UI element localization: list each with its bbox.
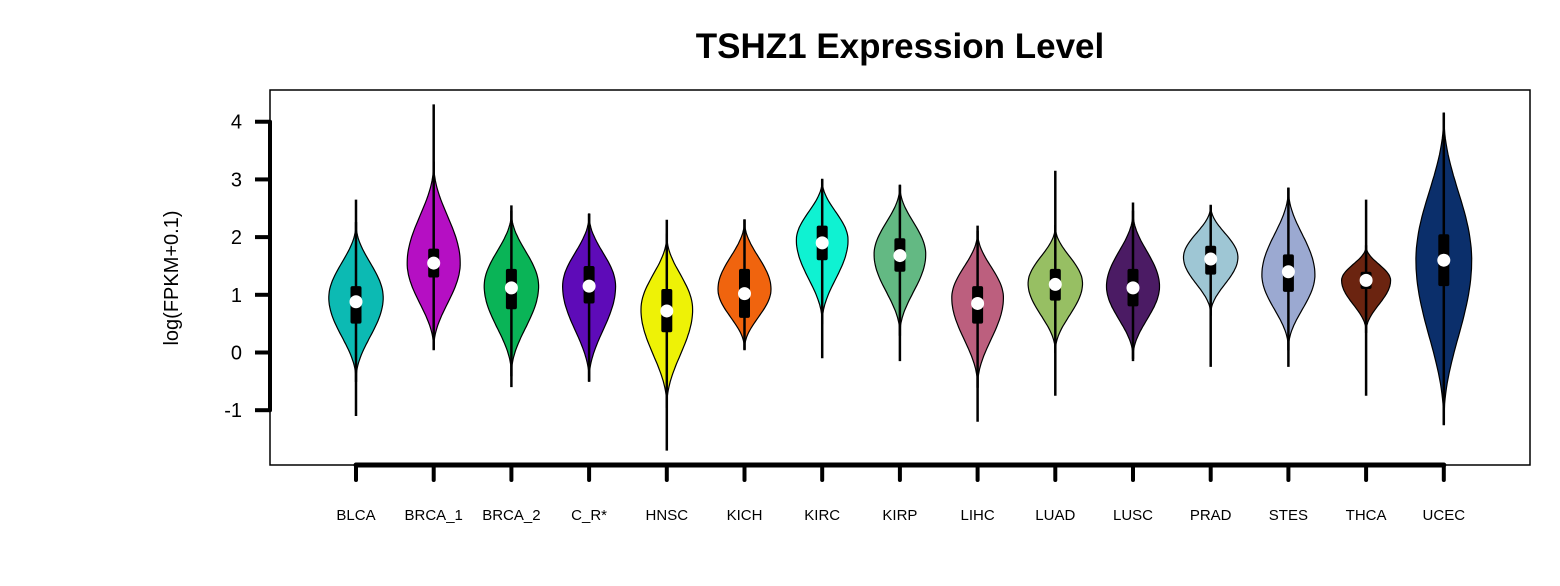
violin-ucec [1415, 112, 1473, 426]
violin-kirc [795, 178, 849, 359]
violin-blca [328, 199, 384, 416]
violin-kich [717, 219, 772, 351]
violin-stes [1261, 187, 1316, 367]
x-tick-label: HNSC [646, 507, 689, 524]
violin-lihc [951, 225, 1004, 422]
violin-lusc [1105, 202, 1161, 362]
x-tick-label: STES [1269, 507, 1308, 524]
violin-luad [1027, 170, 1084, 396]
y-tick-label: 4 [231, 112, 242, 134]
violins-layer [328, 104, 1473, 451]
y-tick-label: 1 [231, 285, 242, 307]
violin-median-point [427, 256, 441, 270]
violin-median-point [1048, 277, 1062, 291]
violin-median-point [738, 287, 751, 301]
y-tick-label: 0 [231, 343, 242, 365]
violin-median-point [1126, 281, 1140, 295]
x-tick-label: LUSC [1113, 507, 1153, 524]
violin-median-point [1437, 253, 1451, 267]
x-tick-label: THCA [1346, 507, 1387, 524]
violin-median-point [1359, 273, 1373, 287]
violin-thca [1340, 199, 1392, 396]
x-tick-label: BRCA_1 [405, 507, 463, 524]
x-tick-label: UCEC [1423, 507, 1466, 524]
x-tick-label: KICH [727, 507, 763, 524]
violin-c-r- [561, 213, 617, 382]
violin-hnsc [640, 219, 694, 451]
chart-title: TSHZ1 Expression Level [696, 27, 1104, 66]
violin-median-point [582, 279, 596, 293]
violin-median-point [971, 296, 985, 310]
x-tick-label: LUAD [1035, 507, 1075, 524]
x-axis: BLCA BRCA_1 BRCA_2 C_R* HNSC KICH KIRC KIRP LIHC… [336, 462, 1466, 524]
y-tick-label: -1 [224, 400, 242, 422]
x-tick-label: LIHC [961, 507, 995, 524]
x-tick-label: KIRC [804, 507, 840, 524]
violin-prad [1182, 204, 1239, 367]
violin-median-point [893, 249, 907, 263]
violin-brca-2 [483, 205, 540, 388]
violin-brca-1 [406, 104, 461, 351]
x-tick-label: PRAD [1190, 507, 1232, 524]
x-tick-label: BRCA_2 [482, 507, 540, 524]
x-tick-label: KIRP [882, 507, 917, 524]
violin-kirp [873, 184, 927, 362]
y-axis-label: log(FPKM+0.1) [161, 210, 183, 345]
violin-median-point [815, 236, 829, 250]
x-tick-label: C_R* [571, 507, 607, 524]
violin-median-point [660, 304, 674, 318]
y-tick-label: 3 [231, 169, 242, 191]
x-tick-label: BLCA [336, 507, 375, 524]
violin-median-point [349, 295, 363, 309]
violin-median-point [504, 281, 518, 295]
y-axis: -1 0 1 2 3 4 [224, 112, 272, 422]
y-tick-label: 2 [231, 227, 242, 249]
violin-median-point [1204, 252, 1218, 266]
violin-median-point [1281, 265, 1295, 279]
